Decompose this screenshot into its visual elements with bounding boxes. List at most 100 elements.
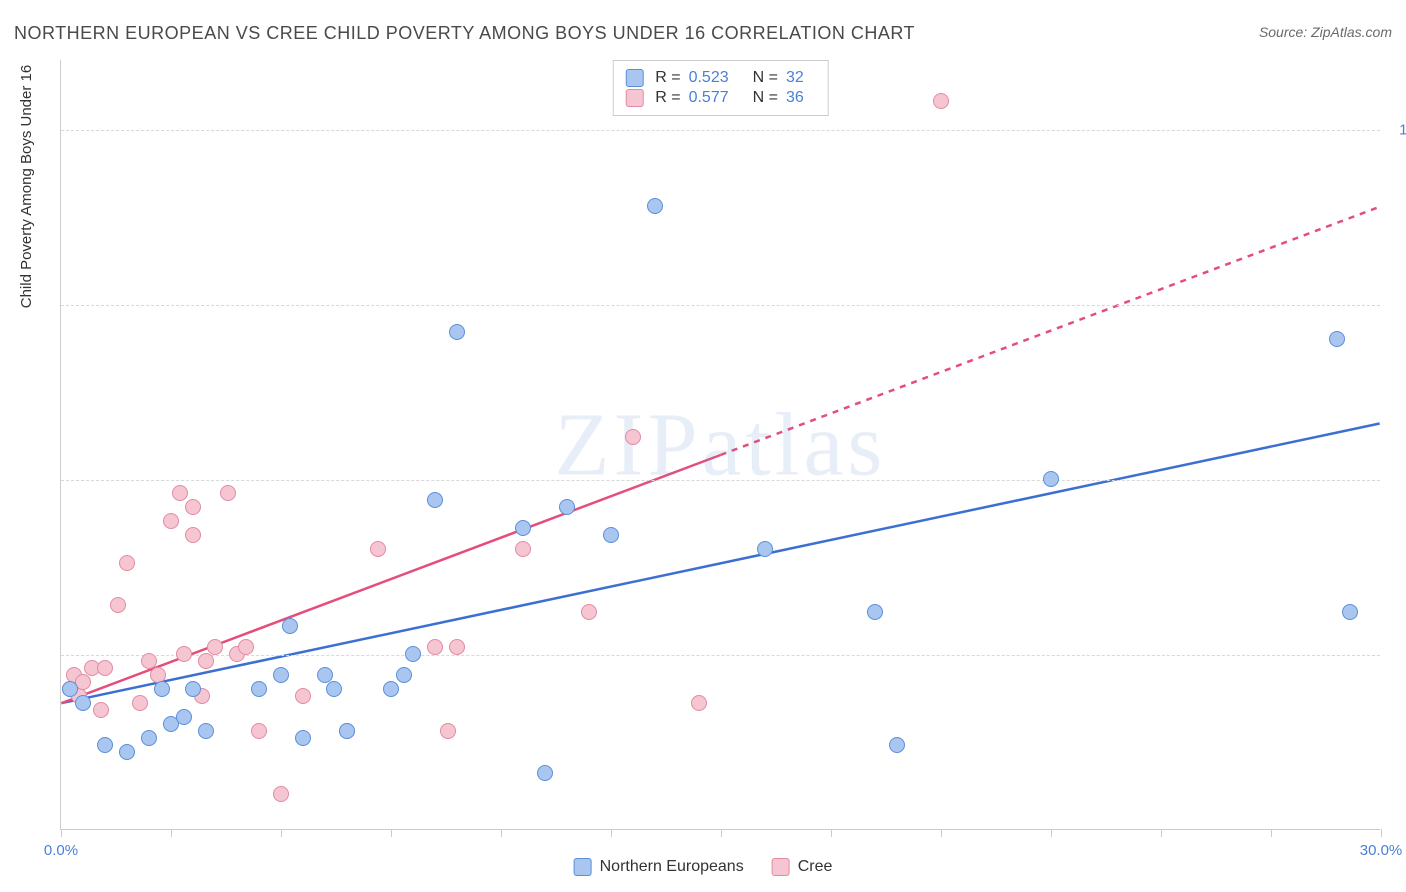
swatch-icon [625, 69, 643, 87]
x-tick [721, 829, 722, 837]
scatter-point [370, 541, 386, 557]
grid-line [61, 130, 1380, 131]
swatch-icon [772, 858, 790, 876]
scatter-point [515, 520, 531, 536]
r-label: R = [655, 89, 680, 107]
scatter-point [427, 639, 443, 655]
scatter-point [185, 499, 201, 515]
scatter-point [238, 639, 254, 655]
scatter-point [176, 646, 192, 662]
legend-label-northern: Northern Europeans [600, 858, 744, 876]
x-tick [501, 829, 502, 837]
correlation-legend: R = 0.523 N = 32 R = 0.577 N = 36 [612, 60, 829, 116]
scatter-point [251, 681, 267, 697]
scatter-point [176, 709, 192, 725]
grid-line [61, 655, 1380, 656]
scatter-point [449, 324, 465, 340]
scatter-point [757, 541, 773, 557]
legend-row-northern: R = 0.523 N = 32 [625, 69, 816, 87]
scatter-point [867, 604, 883, 620]
scatter-point [440, 723, 456, 739]
scatter-point [132, 695, 148, 711]
x-tick-label: 30.0% [1360, 842, 1403, 859]
x-tick [611, 829, 612, 837]
scatter-point [185, 681, 201, 697]
scatter-point [251, 723, 267, 739]
legend-item-northern: Northern Europeans [574, 858, 744, 876]
scatter-point [427, 492, 443, 508]
x-tick [831, 829, 832, 837]
grid-line [61, 480, 1380, 481]
n-value-cree: 36 [786, 89, 804, 107]
scatter-point [185, 527, 201, 543]
source-prefix: Source: [1259, 24, 1311, 40]
swatch-icon [574, 858, 592, 876]
scatter-point [537, 765, 553, 781]
scatter-point [62, 681, 78, 697]
x-tick [1161, 829, 1162, 837]
scatter-point [603, 527, 619, 543]
grid-line [61, 305, 1380, 306]
scatter-point [273, 786, 289, 802]
legend-row-cree: R = 0.577 N = 36 [625, 89, 816, 107]
scatter-point [559, 499, 575, 515]
x-tick [1381, 829, 1382, 837]
x-tick [281, 829, 282, 837]
source-name: ZipAtlas.com [1311, 24, 1392, 40]
scatter-point [625, 429, 641, 445]
scatter-point [75, 695, 91, 711]
x-tick [61, 829, 62, 837]
scatter-point [282, 618, 298, 634]
scatter-point [220, 485, 236, 501]
plot-area: ZIPatlas R = 0.523 N = 32 R = 0.577 N = … [60, 60, 1380, 830]
scatter-point [515, 541, 531, 557]
x-tick [1051, 829, 1052, 837]
y-tick-label: 50.0% [1390, 472, 1406, 489]
scatter-point [396, 667, 412, 683]
scatter-point [691, 695, 707, 711]
scatter-point [295, 688, 311, 704]
source-attribution: Source: ZipAtlas.com [1259, 24, 1392, 42]
chart-title: NORTHERN EUROPEAN VS CREE CHILD POVERTY … [14, 23, 915, 44]
x-tick-label: 0.0% [44, 842, 78, 859]
r-value-northern: 0.523 [689, 69, 729, 87]
x-tick [941, 829, 942, 837]
scatter-point [449, 639, 465, 655]
scatter-point [198, 653, 214, 669]
trend-lines [61, 60, 1380, 829]
scatter-point [1043, 471, 1059, 487]
scatter-point [119, 555, 135, 571]
legend-item-cree: Cree [772, 858, 833, 876]
scatter-point [198, 723, 214, 739]
y-tick-label: 75.0% [1390, 297, 1406, 314]
scatter-point [889, 737, 905, 753]
scatter-point [326, 681, 342, 697]
scatter-point [383, 681, 399, 697]
swatch-icon [625, 89, 643, 107]
legend-label-cree: Cree [798, 858, 833, 876]
scatter-point [154, 681, 170, 697]
scatter-point [581, 604, 597, 620]
series-legend: Northern Europeans Cree [574, 858, 833, 876]
scatter-point [339, 723, 355, 739]
x-tick [171, 829, 172, 837]
scatter-point [1329, 331, 1345, 347]
scatter-point [172, 485, 188, 501]
scatter-point [97, 737, 113, 753]
scatter-point [141, 730, 157, 746]
scatter-point [163, 513, 179, 529]
scatter-point [405, 646, 421, 662]
n-label: N = [753, 69, 778, 87]
y-tick-label: 25.0% [1390, 647, 1406, 664]
scatter-point [97, 660, 113, 676]
y-axis-label: Child Poverty Among Boys Under 16 [18, 65, 35, 308]
scatter-point [647, 198, 663, 214]
y-tick-label: 100.0% [1390, 122, 1406, 139]
n-value-northern: 32 [786, 69, 804, 87]
x-tick [1271, 829, 1272, 837]
scatter-point [119, 744, 135, 760]
scatter-point [295, 730, 311, 746]
scatter-point [273, 667, 289, 683]
x-tick [391, 829, 392, 837]
scatter-point [1342, 604, 1358, 620]
